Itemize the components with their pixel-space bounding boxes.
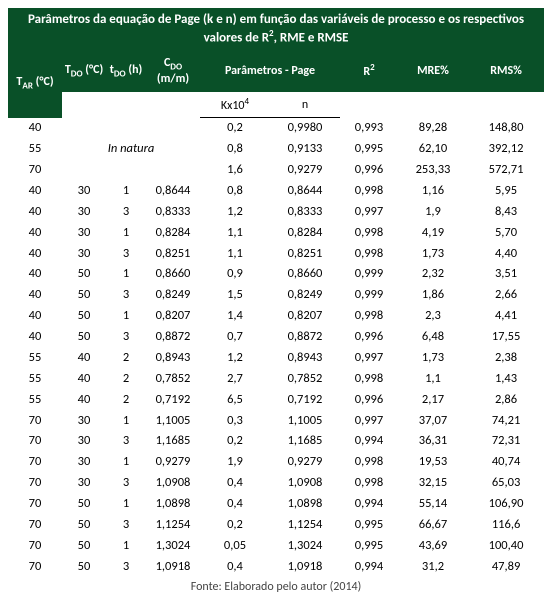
col-tdoh: tDO (h) bbox=[106, 51, 146, 93]
subcol-n: n bbox=[270, 92, 340, 118]
source-line: Fonte: Elaborado pelo autor (2014) bbox=[8, 580, 544, 594]
table-row: 403030,83331,20,83330,9971,98,43 bbox=[8, 202, 544, 223]
col-cdo: CDO (m/m) bbox=[146, 51, 200, 93]
table-row: 403010,86440,80,86440,9981,165,95 bbox=[8, 181, 544, 202]
table-row: 405030,88720,70,88720,9966,4817,55 bbox=[8, 327, 544, 348]
table-row: 703011,10050,31,10050,99737,0774,21 bbox=[8, 411, 544, 432]
table-row: 705031,12540,21,12540,99566,67116,6 bbox=[8, 515, 544, 536]
subcol-k: Kx104 bbox=[200, 92, 270, 118]
col-params: Parâmetros - Page bbox=[200, 51, 340, 93]
data-table: Parâmetros da equação de Page (k e n) em… bbox=[8, 8, 544, 578]
col-rms: RMS% bbox=[468, 51, 544, 93]
table-title: Parâmetros da equação de Page (k e n) em… bbox=[8, 8, 544, 51]
col-r2: R2 bbox=[340, 51, 398, 93]
col-tdo: TDO (°C) bbox=[62, 51, 106, 93]
col-mre: MRE% bbox=[398, 51, 468, 93]
col-tar: TAR (°C) bbox=[8, 51, 62, 118]
table-row: 703010,92791,90,92790,99819,5340,74 bbox=[8, 452, 544, 473]
page-equation-table: Parâmetros da equação de Page (k e n) em… bbox=[8, 8, 544, 594]
table-row: 405010,86600,90,86600,9992,323,51 bbox=[8, 264, 544, 285]
table-row: 405010,82071,40,82070,9982,34,41 bbox=[8, 306, 544, 327]
table-row: 403010,82841,10,82840,9984,195,70 bbox=[8, 223, 544, 244]
table-row: 705011,30240,051,30240,99543,69100,40 bbox=[8, 536, 544, 557]
table-row: 705031,09180,41,09180,99431,247,89 bbox=[8, 557, 544, 578]
table-row: 554020,78522,70,78520,9981,11,43 bbox=[8, 369, 544, 390]
table-row: 40In natura0,20,99800,99389,28148,80 bbox=[8, 118, 544, 139]
table-row: 703031,09080,41,09080,99832,1565,03 bbox=[8, 473, 544, 494]
table-row: 705011,08980,41,08980,99455,14106,90 bbox=[8, 494, 544, 515]
table-row: 554020,89431,20,89430,9971,732,38 bbox=[8, 348, 544, 369]
in-natura-label: In natura bbox=[62, 118, 200, 181]
in-natura-cell-placeholder bbox=[62, 92, 200, 118]
table-row: 703031,16850,21,16850,99436,3172,31 bbox=[8, 431, 544, 452]
table-row: 403030,82511,10,82510,9981,734,40 bbox=[8, 244, 544, 265]
table-row: 554020,71926,50,71920,9962,172,86 bbox=[8, 390, 544, 411]
table-row: 405030,82491,50,82490,9991,862,66 bbox=[8, 285, 544, 306]
